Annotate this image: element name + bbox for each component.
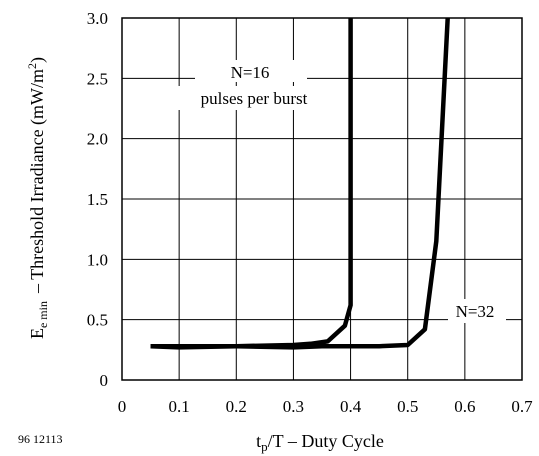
y-axis-title-sub: e min [36,301,50,328]
y-axis-title-close: ) [27,57,48,63]
y-tick-label: 1.0 [87,250,108,269]
annotation-background [195,60,307,82]
x-axis-title-sub: p [261,439,268,454]
y-axis-title-sup: 2 [25,63,39,69]
y-tick-label: 0.5 [87,311,108,330]
y-tick-label: 0 [100,371,109,390]
y-tick-label: 1.5 [87,190,108,209]
y-axis-title-rest: – Threshold Irradiance (mW/m [27,69,48,294]
y-axis-title: Ee min – Threshold Irradiance (mW/m2) [25,57,50,339]
x-axis-title-t: t [256,431,261,451]
plot-frame [121,17,523,381]
x-tick-label: 0.7 [511,397,533,416]
annotation-background [165,86,345,110]
x-tick-label: 0.6 [454,397,475,416]
y-axis-title-e: E [27,328,47,339]
annotation-background [448,299,506,323]
figure-id: 96 12113 [18,432,63,446]
x-axis-title: tp/T – Duty Cycle [256,431,384,454]
series-label-n16-sub: pulses per burst [201,89,308,108]
series-line-n32 [150,17,450,350]
series-layer [150,17,506,350]
y-tick-label: 3.0 [87,9,108,28]
x-tick-label: 0.2 [226,397,247,416]
x-tick-label: 0 [118,397,127,416]
y-tick-labels: 0 0.5 1.0 1.5 2.0 2.5 3.0 [87,9,108,390]
x-tick-label: 0.3 [283,397,304,416]
x-tick-labels: 0 0.1 0.2 0.3 0.4 0.5 0.6 0.7 [118,397,533,416]
series-label-n32: N=32 [456,302,495,321]
x-tick-label: 0.4 [340,397,362,416]
y-tick-label: 2.5 [87,69,108,88]
x-tick-label: 0.5 [397,397,418,416]
series-label-n16: N=16 [231,63,270,82]
grid-lines [122,18,522,380]
x-tick-label: 0.1 [169,397,190,416]
y-tick-label: 2.0 [87,130,108,149]
x-axis-title-rest: /T – Duty Cycle [268,431,384,451]
